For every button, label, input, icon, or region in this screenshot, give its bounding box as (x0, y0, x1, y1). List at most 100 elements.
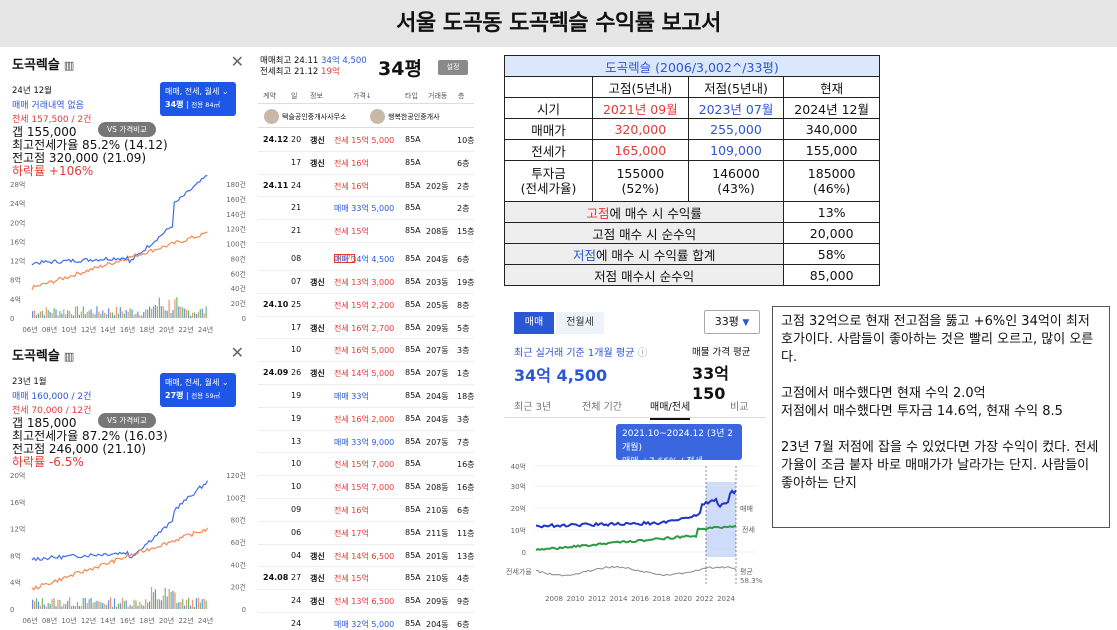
building: 204동 (426, 391, 449, 401)
tab-rent[interactable]: 전월세 (556, 312, 604, 334)
size-label: 34평 (378, 58, 422, 80)
axis-tick-label: 20억 (10, 219, 25, 227)
table-row[interactable]: 24 갱신 전세 13억 6,500 85A 209동 9층 (258, 590, 474, 613)
table-row[interactable]: 17 갱신 전세 16억 2,700 85A 209동 5층 (258, 317, 474, 340)
volume-bar (143, 605, 145, 609)
floor: 5층 (457, 323, 470, 333)
agent-name[interactable]: 택슬공인중개사사무소 (282, 113, 347, 121)
col-price[interactable]: 가격↓ (353, 92, 372, 100)
table-row[interactable]: 24.12 20 갱신 전세 15억 5,000 85A 10층 (258, 129, 474, 152)
floor: 16층 (457, 460, 474, 470)
table-row[interactable]: 10 전세 15억 7,000 85A 208동 16층 (258, 476, 474, 499)
tab-sale[interactable]: 매매 (514, 312, 554, 334)
col-info[interactable]: 정보 (310, 92, 323, 100)
volume-bar (61, 313, 63, 318)
price-cell: 매매 33억 9,000 (334, 437, 394, 448)
table-row[interactable]: 24.09 26 갱신 전세 14억 5,000 85A 207동 1층 (258, 362, 474, 385)
col-high: 고점(5년내) (592, 76, 689, 98)
table-row[interactable]: 08 매매 34억 4,500 최고가 85A 204동 6층 (258, 243, 474, 271)
volume-bar (121, 597, 123, 609)
table-row[interactable]: 21 매매 33억 5,000 85A 2층 (258, 197, 474, 221)
volume-bar (65, 604, 67, 609)
col-day[interactable]: 일 (291, 92, 298, 100)
tab-compare[interactable]: 비교 (730, 402, 749, 413)
type-size-selector[interactable]: 매매, 전세, 월세 ⌄ 34평 | 전용 84㎡ (160, 82, 236, 116)
axis-tick-label: 12년 (81, 616, 96, 625)
table-row[interactable]: 21 전세 15억 85A 208동 15층 (258, 220, 474, 243)
table-row[interactable]: 24 매매 32억 5,000 85A 204동 6층 (258, 613, 474, 628)
col-floor[interactable]: 층 (458, 92, 465, 100)
tab-all-period[interactable]: 전체 기간 (582, 402, 622, 413)
contract-month: 24.08 (263, 573, 289, 583)
renewal-info: 갱신 (310, 323, 325, 333)
price-cell: 전세 17억 (334, 528, 369, 539)
volume-bar (205, 306, 207, 318)
table-row[interactable]: 13 매매 33억 9,000 85A 207동 7층 (258, 431, 474, 454)
close-icon[interactable]: ✕ (230, 52, 244, 71)
axis-tick-label: 20건 (231, 299, 246, 308)
table-row[interactable]: 09 전세 16억 85A 210동 6층 (258, 499, 474, 522)
low-rate-label: 저점에 매수 시 수익률 합계 (503, 243, 785, 265)
volume-bar (170, 591, 172, 609)
contract-day: 10 (291, 459, 302, 469)
table-row[interactable]: 07 갱신 전세 13억 3,000 85A 203동 19층 (258, 271, 474, 294)
table-row[interactable]: 04 갱신 전세 14억 6,500 85A 201동 13층 (258, 545, 474, 568)
table-row[interactable]: 24.10 25 전세 15억 2,200 85A 205동 8층 (258, 294, 474, 317)
type-size-selector[interactable]: 매매, 전세, 월세 ⌄ 27평 | 전용 59㎡ (160, 373, 236, 407)
table-row[interactable]: 10 전세 15억 7,000 85A 16층 (258, 453, 474, 477)
contract-day: 19 (291, 390, 302, 400)
unit-type: 85A (405, 482, 421, 492)
table-row[interactable]: 17 갱신 전세 16억 85A 6층 (258, 152, 474, 175)
building: 210동 (426, 574, 449, 584)
axis-tick-label: 18년 (139, 325, 154, 334)
table-row[interactable]: 24.11 24 전세 16억 85A 202동 2층 (258, 175, 474, 198)
tab-recent-3y[interactable]: 최근 3년 (514, 402, 552, 413)
col-building[interactable]: 거래동 (428, 92, 448, 100)
volume-bar (145, 309, 147, 318)
floor: 19층 (457, 277, 474, 287)
deal-price: 13억 6,500 (351, 597, 395, 607)
settings-button[interactable]: 설정 (438, 60, 468, 75)
unit-type: 85A (405, 436, 421, 446)
overlay-stats: 갭 155,000 최고전세가율 85.2% (14.12) 전고점 320,0… (12, 126, 168, 178)
price-cell: 전세 14억 6,500 (334, 551, 394, 562)
table-row[interactable]: 06 전세 17억 85A 211동 11층 (258, 522, 474, 545)
volume-bar (152, 592, 155, 609)
floor: 2층 (457, 181, 470, 191)
size-select[interactable]: 33평 ▼ (704, 310, 760, 334)
sale-summary: 매매 160,000 / 2건 (12, 392, 92, 402)
close-icon[interactable]: ✕ (230, 343, 244, 362)
axis-tick-label: 2022 (696, 595, 714, 603)
deal-kind: 전세 (334, 346, 349, 356)
col-type[interactable]: 타입 (405, 92, 418, 100)
row-label: 투자금 (전세가율) (504, 160, 593, 202)
table-row[interactable]: 10 전세 16억 5,000 85A 207동 3층 (258, 339, 474, 363)
volume-bar (37, 313, 40, 318)
deal-price: 15억 2,200 (351, 300, 395, 310)
chevron-down-icon: ⌄ (221, 87, 229, 96)
volume-bar (63, 309, 65, 318)
renewal-info: 갱신 (310, 597, 325, 607)
col-contract[interactable]: 계약 (263, 92, 276, 100)
row-label: 시기 (504, 97, 593, 119)
volume-bar (82, 597, 84, 609)
vs-compare-button[interactable]: VS 가격비교 (98, 413, 156, 428)
volume-bar (170, 313, 172, 318)
deal-kind: 전세 (334, 300, 349, 310)
agent-name[interactable]: 행복한공인중개사 (388, 113, 440, 121)
tab-sale-lease[interactable]: 매매/전세 (650, 398, 691, 420)
axis-tick-label: 16년 (120, 616, 135, 625)
table-row[interactable]: 19 전세 16억 2,000 85A 204동 3층 (258, 408, 474, 431)
vs-compare-button[interactable]: VS 가격비교 (98, 122, 156, 137)
lease-series-line (31, 231, 208, 290)
volume-bar (201, 599, 203, 609)
contract-day: 07 (291, 276, 302, 286)
table-row[interactable]: 24.08 27 갱신 전세 15억 85A 210동 4층 (258, 567, 474, 591)
volume-bar (108, 308, 110, 318)
volume-bar (80, 311, 82, 318)
info-icon[interactable]: ⓘ (637, 348, 648, 359)
floor: 13층 (457, 551, 474, 561)
volume-bar (113, 598, 116, 609)
deal-price: 33억 (351, 391, 369, 401)
table-row[interactable]: 19 매매 33억 85A 204동 18층 (258, 385, 474, 408)
